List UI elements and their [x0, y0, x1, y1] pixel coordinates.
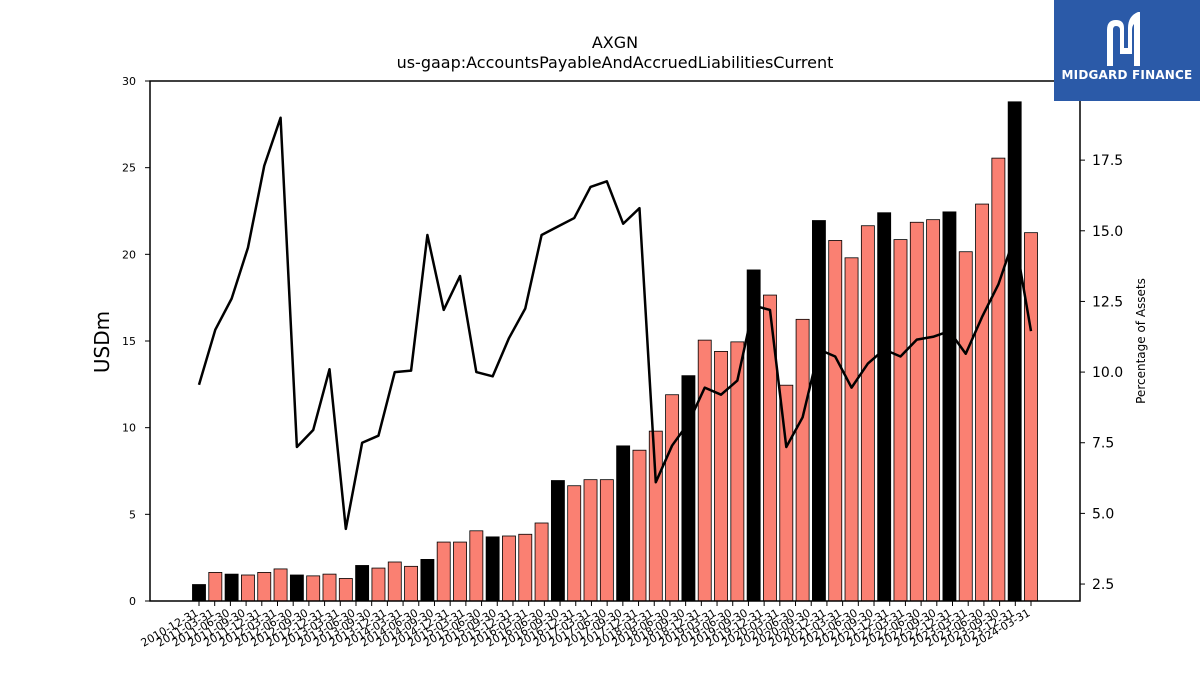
y-tick-label: 30: [122, 75, 136, 88]
y2-tick-label: 17.5: [1092, 153, 1123, 169]
bar: [877, 212, 892, 602]
y2-tick-label: 10.0: [1092, 365, 1123, 381]
bar: [942, 211, 957, 602]
bar: [648, 430, 663, 602]
y-tick-label: 5: [129, 508, 136, 521]
chart-title: AXGN: [592, 33, 638, 52]
logo-mark-icon: [1107, 12, 1140, 66]
bar: [714, 350, 728, 602]
y2-tick-label: 2.5: [1092, 577, 1114, 593]
x-axis: 2010-12-312011-03-312011-06-302011-09-30…: [139, 601, 1033, 650]
bar: [338, 578, 353, 602]
bar: [436, 541, 451, 602]
y2-tick-label: 7.5: [1092, 436, 1114, 452]
bar: [795, 318, 810, 602]
y2-axis-label: Percentage of Assets: [1134, 278, 1148, 404]
bar: [665, 394, 680, 602]
bar: [632, 449, 647, 602]
y-axis-left: 0 5 10 15 20 25 30: [122, 75, 150, 608]
bar: [322, 573, 337, 602]
bar: [812, 220, 826, 602]
percentage-line: [197, 116, 1033, 531]
bar: [681, 375, 696, 602]
y-tick-label: 10: [122, 422, 136, 435]
y-tick-label: 15: [122, 335, 136, 348]
bar: [958, 251, 973, 602]
y2-tick-label: 15.0: [1092, 224, 1123, 240]
y-axis-label: USDm: [90, 311, 114, 373]
bar: [371, 567, 386, 602]
bar: [828, 240, 843, 602]
bar: [453, 541, 467, 602]
bar: [241, 574, 255, 602]
bar: [1007, 101, 1022, 602]
bar: [355, 565, 370, 602]
bar: [1024, 232, 1038, 602]
bar: [975, 203, 989, 602]
bar: [567, 485, 582, 602]
logo-text: MIDGARD FINANCE: [1061, 68, 1193, 82]
bar: [289, 574, 304, 602]
bar: [224, 573, 239, 602]
bar: [502, 535, 516, 602]
bar: [746, 269, 761, 602]
bar: [909, 221, 924, 602]
bar: [583, 479, 598, 602]
bar: [420, 559, 435, 602]
bar: [208, 572, 223, 602]
chart-subtitle: us-gaap:AccountsPayableAndAccruedLiabili…: [397, 53, 834, 72]
bar: [697, 339, 712, 602]
y2-tick-label: 5.0: [1092, 506, 1114, 522]
bar: [534, 522, 549, 602]
bar: [387, 561, 402, 602]
y2-tick-label: 12.5: [1092, 294, 1123, 310]
bar: [599, 479, 614, 602]
brand-logo: MIDGARD FINANCE: [1054, 0, 1200, 101]
bar: [404, 565, 418, 602]
bar: [469, 530, 484, 602]
y-axis-right: 2.5 5.0 7.5 10.0 12.5 15.0 17.5: [1080, 153, 1123, 593]
bar: [306, 575, 321, 602]
bar: [550, 480, 565, 602]
bars: [192, 101, 1038, 602]
bar: [518, 533, 533, 602]
bar: [991, 157, 1006, 602]
plot-frame: [149, 80, 1081, 602]
bar: [893, 239, 908, 602]
bar: [616, 445, 631, 602]
bar: [192, 584, 206, 602]
bar: [844, 257, 859, 602]
y-tick-label: 0: [129, 595, 136, 608]
bar: [273, 568, 288, 602]
bar: [485, 536, 500, 602]
y-tick-label: 25: [122, 162, 136, 175]
bar: [926, 219, 941, 602]
bar: [860, 225, 875, 602]
bar: [257, 572, 272, 602]
y-tick-label: 20: [122, 248, 136, 261]
